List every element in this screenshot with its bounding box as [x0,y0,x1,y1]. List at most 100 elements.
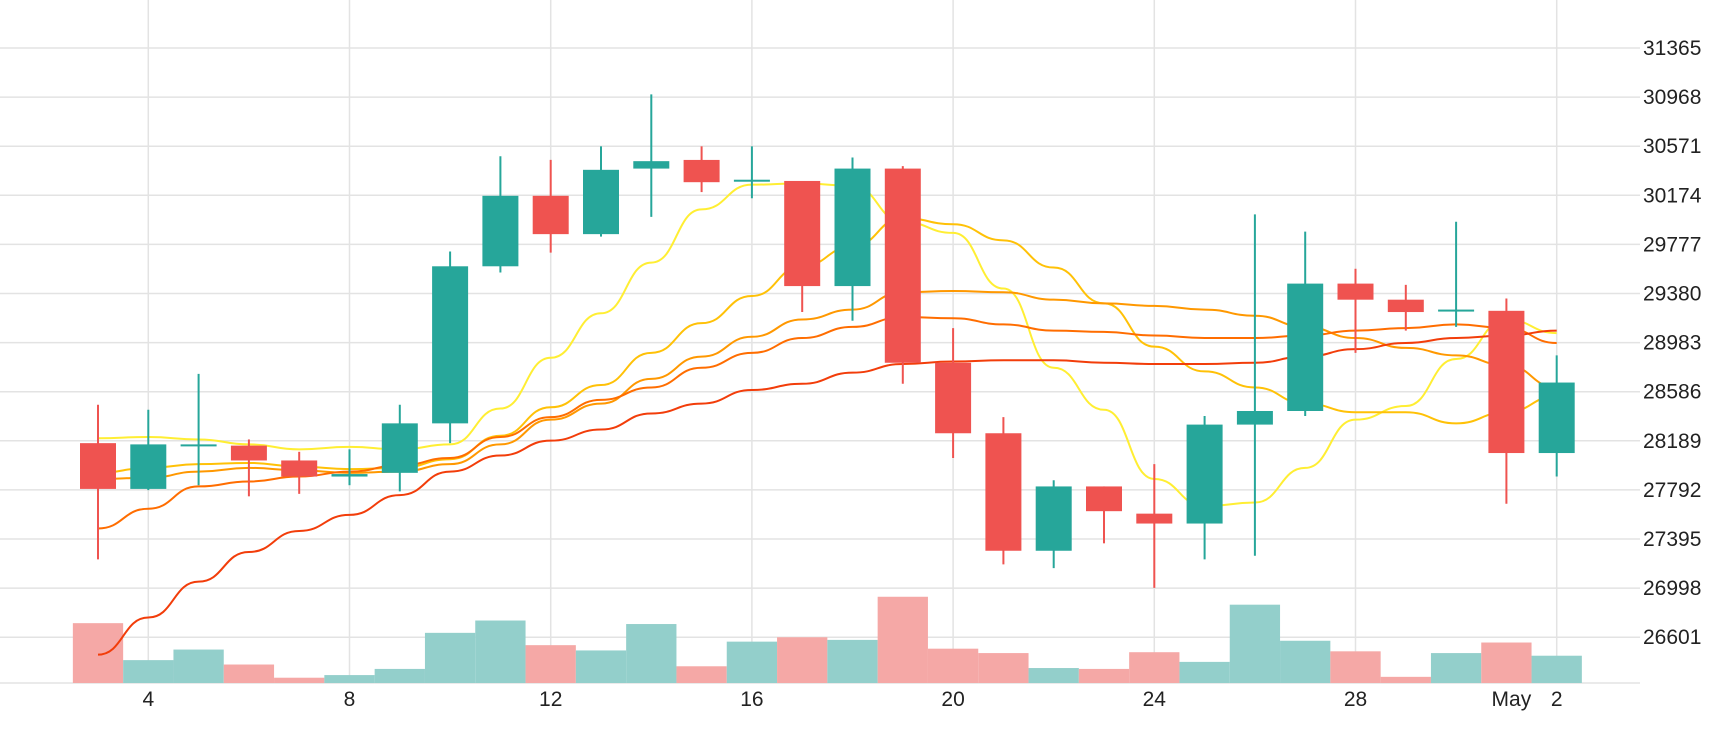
x-tick-label: 24 [1143,688,1167,711]
volume-bar [1330,651,1381,683]
volume-bar [777,637,828,683]
y-tick-label: 30174 [1643,184,1702,207]
candle [532,159,569,253]
volume-bar [1179,661,1230,683]
x-tick-label: 2 [1551,688,1563,711]
candle [834,157,871,321]
candle [1186,415,1223,560]
volume-bar [978,653,1029,683]
volume-bar [424,632,476,683]
candle-body [1186,424,1223,524]
candle-body [884,168,921,363]
candle [733,146,770,199]
volume-bar [72,623,124,683]
y-tick-label: 30571 [1643,135,1701,158]
candle [130,409,167,491]
x-tick-label: 16 [740,688,763,711]
y-axis: 26601 26998 27395 27792 28189 28586 28983 29380… [1643,37,1702,649]
candle-body [1488,310,1525,454]
candle [784,180,821,313]
volume-bar [1380,676,1431,683]
volume-bar [575,650,627,683]
horizontal-gridlines [0,47,1640,684]
volume-bar [877,596,928,683]
volume-bar [927,648,979,683]
x-tick-label: 12 [539,688,562,711]
moving-average-line [97,182,1557,508]
candle-body [130,444,167,489]
volume-bar [626,624,677,683]
volume-bar [274,677,325,683]
moving-average-line [97,329,1557,656]
candle-body [784,180,821,287]
candle [1337,268,1374,353]
candle-body [935,362,972,434]
candle [1035,480,1072,569]
candle-body [1236,410,1273,425]
volume-bar [475,620,526,683]
candle-body [834,168,871,287]
candle-body [1538,382,1575,454]
volume-bar [123,660,174,683]
y-tick-label: 27792 [1643,479,1701,502]
volume-bar [223,664,275,683]
volume-bars [72,596,1582,683]
candle [1488,298,1525,504]
volume-bar [827,639,878,683]
y-tick-label: 28189 [1643,430,1701,453]
volume-bar [1078,668,1130,683]
volume-bar [1028,668,1079,683]
candle-body [1438,309,1475,312]
volume-bar [1229,604,1281,683]
x-tick-label: 20 [941,688,964,711]
candle-body [1387,299,1424,313]
candle [230,439,267,497]
candle-body [1337,283,1374,300]
volume-bar [324,675,375,683]
candle-body [1287,283,1324,411]
candle-body [381,423,418,473]
y-tick-label: 29777 [1643,233,1701,256]
y-tick-label: 28586 [1643,381,1701,404]
candles [80,94,1575,588]
candle-body [281,460,318,477]
candle [1438,221,1475,327]
candle [1236,214,1273,556]
candle-body [1086,486,1122,512]
candle [583,146,619,237]
candle [683,146,720,193]
candle [381,404,418,492]
candle [1136,464,1173,588]
x-tick-label: May [1492,688,1532,711]
moving-average-line [97,217,1557,474]
moving-average-line [97,315,1557,530]
y-tick-label: 26998 [1643,577,1701,600]
candle [180,373,217,486]
candle-body [1136,513,1173,524]
candle-body [180,444,217,447]
volume-bar [1430,653,1482,683]
candle [1387,284,1424,331]
candle-body [683,159,720,183]
candle-body [532,195,569,235]
y-tick-label: 29380 [1643,283,1701,306]
candle-body [482,195,519,267]
candle [1287,231,1324,416]
volume-bar [173,649,224,683]
volume-bar [1129,652,1180,683]
x-tick-label: 8 [344,688,356,711]
x-axis: 4 8 12 16 20 24 28 May 2 [142,688,1562,711]
candle [432,251,469,444]
vertical-gridlines [147,0,1558,683]
volume-bar [374,668,425,683]
x-tick-label: 4 [142,688,154,711]
candle [482,156,519,273]
candle [1538,355,1575,477]
candle [80,404,116,560]
candle [281,451,318,494]
volume-bar [525,645,576,683]
y-tick-label: 28983 [1643,332,1701,355]
moving-average-line [97,290,1557,481]
candle [633,94,670,217]
candle-body [633,161,670,169]
